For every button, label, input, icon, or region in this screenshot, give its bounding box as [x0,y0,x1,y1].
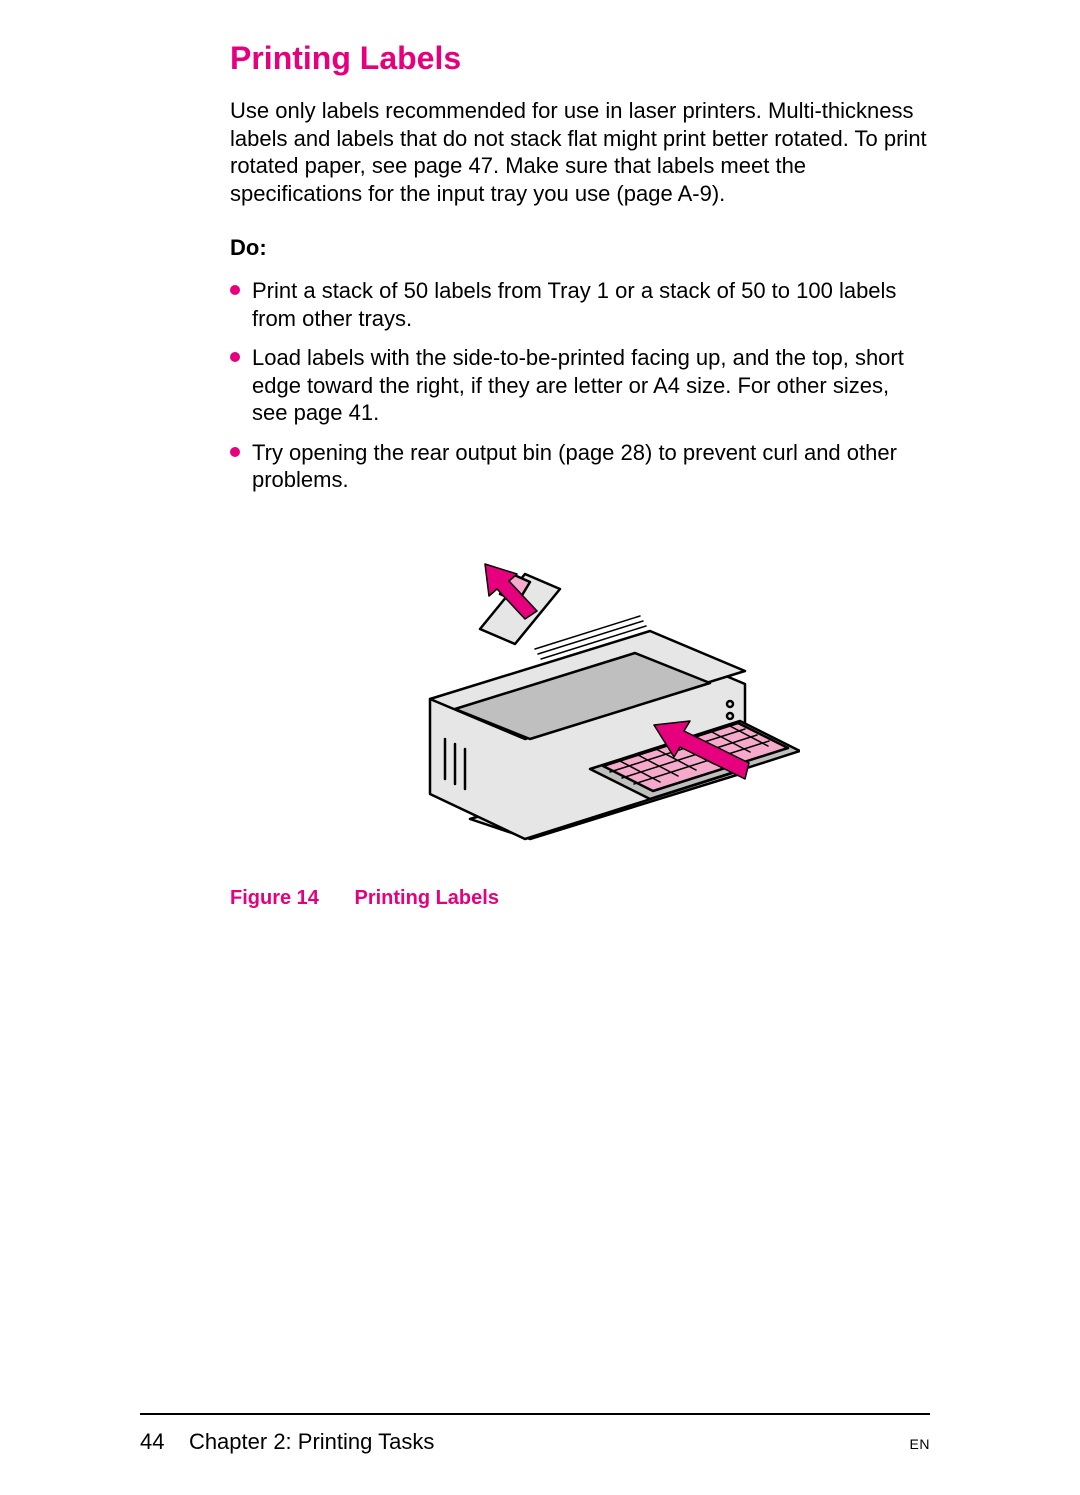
figure-number: Figure 14 [230,887,319,909]
do-heading: Do: [230,235,930,261]
list-item: Try opening the rear output bin (page 28… [230,439,930,494]
intro-paragraph: Use only labels recommended for use in l… [230,97,930,207]
page-number: 44 [140,1429,164,1454]
figure: Figure 14 Printing Labels [230,534,930,910]
figure-title: Printing Labels [354,887,498,909]
figure-caption: Figure 14 Printing Labels [230,887,930,910]
list-item: Load labels with the side-to-be-printed … [230,344,930,427]
language-code: EN [910,1436,930,1452]
list-item: Print a stack of 50 labels from Tray 1 o… [230,277,930,332]
chapter-label: Chapter 2: Printing Tasks [189,1429,434,1454]
do-list: Print a stack of 50 labels from Tray 1 o… [230,277,930,494]
page-footer: 44 Chapter 2: Printing Tasks EN [140,1429,930,1455]
page-title: Printing Labels [230,40,930,77]
footer-rule [140,1413,930,1415]
printer-illustration [360,534,800,864]
